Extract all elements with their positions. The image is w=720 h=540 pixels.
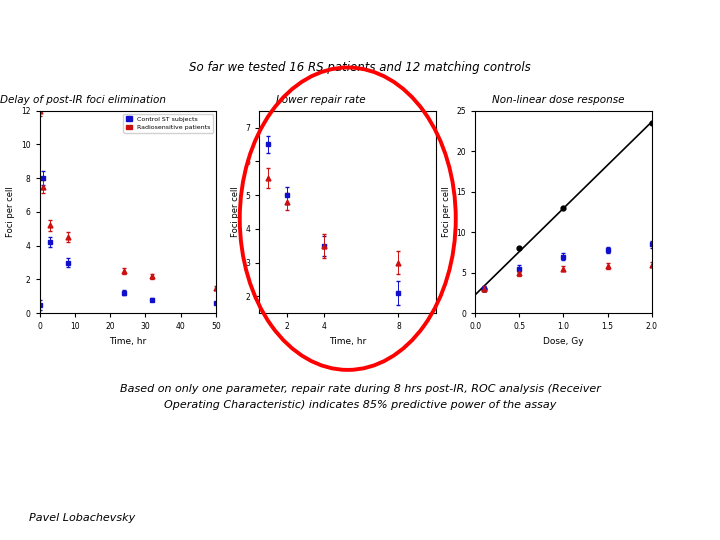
X-axis label: Dose, Gy: Dose, Gy (543, 337, 584, 346)
Text: Based on only one parameter, repair rate during 8 hrs post-IR, ROC analysis (Rec: Based on only one parameter, repair rate… (120, 384, 600, 410)
X-axis label: Time, hr: Time, hr (329, 337, 366, 346)
Y-axis label: Foci per cell: Foci per cell (442, 187, 451, 237)
Text: So far we tested 16 RS patients and 12 matching controls: So far we tested 16 RS patients and 12 m… (189, 61, 531, 74)
Text: Lower repair rate: Lower repair rate (276, 95, 365, 105)
Text: Non-linear dose response: Non-linear dose response (492, 95, 624, 105)
Legend: Control ST subjects, Radiosensitive patients: Control ST subjects, Radiosensitive pati… (123, 114, 213, 133)
Text: Analysis and development of empirical criterion of radiosensitivity: Analysis and development of empirical cr… (22, 11, 698, 29)
X-axis label: Time, hr: Time, hr (109, 337, 146, 346)
Text: Delay of post-IR foci elimination: Delay of post-IR foci elimination (0, 95, 166, 105)
Y-axis label: Foci per cell: Foci per cell (6, 187, 15, 237)
Text: Pavel Lobachevsky: Pavel Lobachevsky (29, 514, 135, 523)
Y-axis label: Foci per cell: Foci per cell (230, 187, 240, 237)
